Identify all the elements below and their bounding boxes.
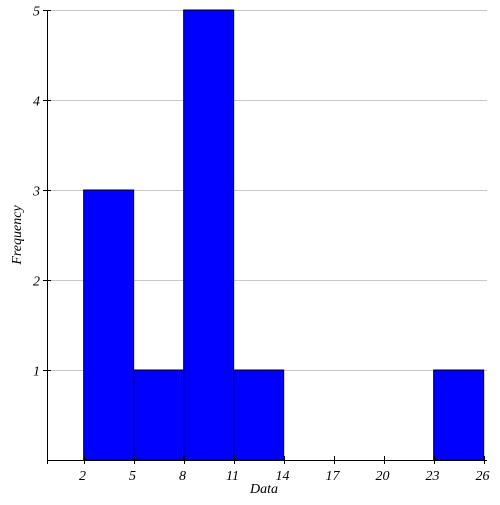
y-tick-label-3: 3 (32, 185, 40, 200)
histogram-bar-1 (133, 369, 185, 461)
x-tick-label-2: 2 (79, 469, 86, 484)
histogram-bar-2 (183, 9, 235, 461)
y-tick-label-5: 5 (33, 5, 40, 20)
x-tick-label-8: 8 (179, 469, 186, 484)
y-tick-label-4: 4 (33, 95, 40, 110)
histogram-bar-3 (233, 369, 285, 461)
x-tick-label-17: 17 (326, 469, 341, 484)
histogram-bars (83, 9, 485, 461)
y-tick-label-1: 1 (33, 365, 40, 380)
x-tick-label-11: 11 (226, 469, 239, 484)
x-axis-label: Data (249, 482, 278, 497)
x-tick-label-5: 5 (129, 469, 136, 484)
axis-labels: Data Frequency (10, 205, 278, 497)
x-tick-label-26: 26 (476, 469, 490, 484)
x-tick-label-23: 23 (426, 469, 440, 484)
x-tick-label-14: 14 (276, 469, 290, 484)
x-tick-label-20: 20 (376, 469, 390, 484)
y-tick-label-2: 2 (33, 275, 40, 290)
histogram-bar-0 (83, 189, 135, 461)
y-axis-label: Frequency (10, 205, 25, 266)
histogram-bar-7 (433, 369, 485, 461)
